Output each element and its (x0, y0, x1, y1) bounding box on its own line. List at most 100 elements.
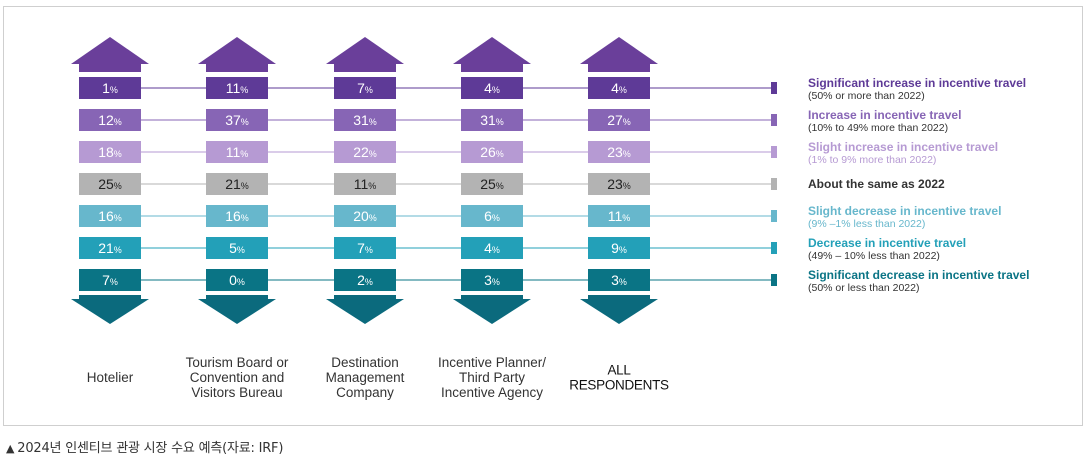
arrow-down-icon (580, 299, 658, 324)
cell-value-unit: % (623, 149, 631, 159)
cell-value-unit: % (240, 149, 248, 159)
cell-value-unit: % (114, 149, 122, 159)
value-cell (206, 77, 268, 99)
arrow-down-shaft (461, 295, 523, 299)
cell-value-number: 4 (611, 80, 619, 96)
cell-value-number: 21 (98, 240, 114, 256)
value-cell (461, 205, 523, 227)
cell-value-label: 26% (480, 144, 504, 160)
value-cell (588, 237, 650, 259)
cell-value-number: 3 (484, 272, 492, 288)
cell-value-label: 11% (354, 176, 377, 192)
cell-value-label: 7% (357, 240, 373, 256)
arrow-up-shaft (588, 64, 650, 72)
cell-value-number: 31 (480, 112, 496, 128)
cell-value-label: 22% (353, 144, 377, 160)
cell-value-unit: % (492, 277, 500, 287)
cell-value-label: 37% (225, 112, 249, 128)
cell-value-unit: % (492, 245, 500, 255)
legend-marker (771, 146, 777, 158)
column-label-line: Management (326, 370, 405, 385)
cell-value-unit: % (114, 181, 122, 191)
value-cell (334, 109, 396, 131)
column-label-line: Tourism Board or (186, 355, 289, 370)
legend-marker (771, 274, 777, 286)
cell-value-number: 4 (484, 80, 492, 96)
value-cell (206, 141, 268, 163)
legend-marker (771, 114, 777, 126)
legend-marker (771, 178, 777, 190)
value-cell (206, 237, 268, 259)
column-label: Incentive Planner/Third Party Incentive A… (438, 355, 546, 400)
cell-value-label: 18% (98, 144, 122, 160)
cell-value-number: 3 (611, 272, 619, 288)
arrow-down-shaft (588, 295, 650, 299)
cell-value-number: 23 (607, 176, 623, 192)
legend-title: Slight decrease in incentive travel (808, 204, 1001, 218)
cell-value-label: 20% (353, 208, 377, 224)
cell-value-label: 12% (98, 112, 122, 128)
cell-value-label: 4% (484, 240, 500, 256)
cell-value-number: 0 (229, 272, 237, 288)
cell-value-unit: % (114, 213, 122, 223)
legend-subtitle: (49% – 10% less than 2022) (808, 250, 940, 262)
cell-value-unit: % (369, 117, 377, 127)
cell-value-unit: % (496, 181, 504, 191)
value-cell (334, 77, 396, 99)
value-cell (588, 77, 650, 99)
value-cell (588, 269, 650, 291)
cell-value-label: 2% (357, 272, 373, 288)
column-label-line: RESPONDENTS (569, 378, 669, 393)
arrow-up-icon (453, 37, 531, 64)
cell-value-number: 7 (357, 80, 365, 96)
cell-value-number: 11 (226, 80, 241, 96)
cell-value-number: 23 (607, 144, 623, 160)
value-cell (79, 109, 141, 131)
incentive-travel-forecast-chart: 1%12%18%25%16%21%7%Hotelier11%37%11%21%1… (71, 37, 1029, 400)
cell-value-number: 27 (607, 112, 623, 128)
cell-value-number: 20 (353, 208, 369, 224)
column-label-line: Third Party (459, 370, 525, 385)
cell-value-label: 7% (357, 80, 373, 96)
cell-value-label: 9% (611, 240, 627, 256)
cell-value-unit: % (237, 277, 245, 287)
cell-value-number: 25 (480, 176, 496, 192)
column-label-line: Company (336, 385, 394, 400)
cell-value-unit: % (365, 245, 373, 255)
value-cell (461, 141, 523, 163)
cell-value-unit: % (619, 245, 627, 255)
arrow-up-icon (580, 37, 658, 64)
cell-value-label: 16% (225, 208, 249, 224)
cell-value-label: 7% (102, 272, 118, 288)
value-cell (588, 109, 650, 131)
cell-value-number: 37 (225, 112, 241, 128)
cell-value-unit: % (623, 181, 631, 191)
cell-value-number: 21 (225, 176, 241, 192)
arrow-down-shaft (206, 295, 268, 299)
cell-value-unit: % (492, 85, 500, 95)
column-label: Tourism Board or Convention and Visitors B… (186, 355, 289, 400)
column-label-line: Incentive Planner/ (438, 355, 546, 370)
caption-text: 2024년 인센티브 관광 시장 수요 예측(자료: IRF) (17, 441, 284, 456)
arrow-up-shaft (206, 64, 268, 72)
cell-value-unit: % (240, 85, 248, 95)
cell-value-label: 27% (607, 112, 631, 128)
value-cell (588, 205, 650, 227)
cell-value-label: 3% (484, 272, 500, 288)
cell-value-label: 25% (98, 176, 122, 192)
cell-value-number: 11 (226, 144, 241, 160)
cell-value-unit: % (365, 277, 373, 287)
cell-value-unit: % (369, 213, 377, 223)
value-cell (461, 77, 523, 99)
value-cell (461, 269, 523, 291)
cell-value-label: 23% (607, 144, 631, 160)
cell-value-unit: % (241, 117, 249, 127)
cell-value-number: 31 (353, 112, 369, 128)
arrow-up-icon (71, 37, 149, 64)
legend-title: About the same as 2022 (808, 177, 945, 191)
cell-value-label: 4% (611, 80, 627, 96)
cell-value-label: 16% (98, 208, 122, 224)
cell-value-unit: % (369, 149, 377, 159)
arrow-up-shaft (79, 64, 141, 72)
cell-value-unit: % (619, 85, 627, 95)
